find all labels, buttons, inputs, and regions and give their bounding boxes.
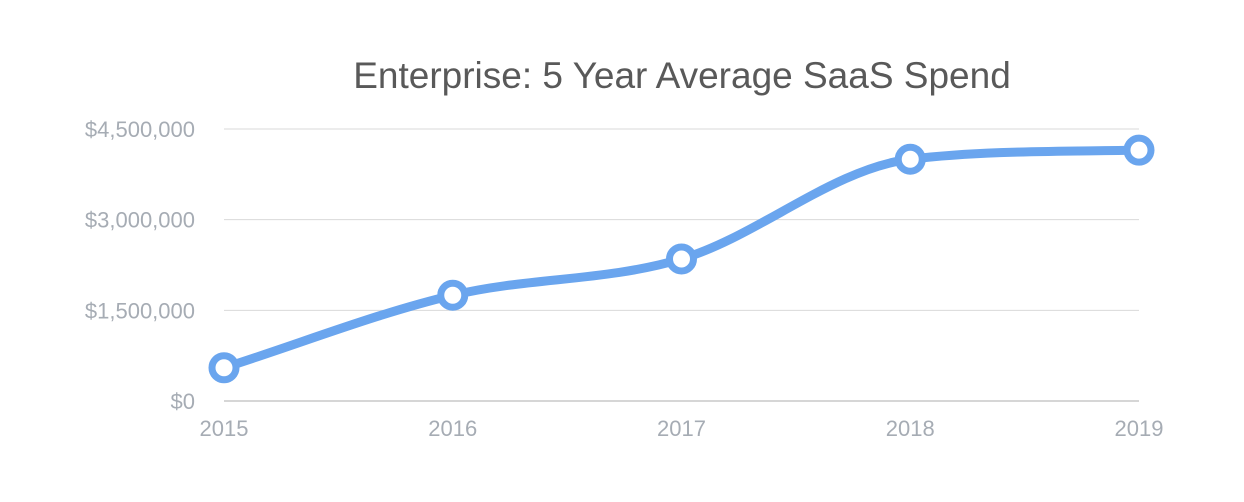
y-tick-label: $1,500,000 <box>85 298 195 323</box>
y-axis-ticks: $0 $1,500,000 $3,000,000 $4,500,000 <box>85 117 195 414</box>
y-tick-label: $4,500,000 <box>85 117 195 142</box>
data-point <box>1123 134 1155 166</box>
y-tick-label: $0 <box>171 389 195 414</box>
gridlines <box>224 128 1139 402</box>
data-point <box>894 143 926 175</box>
chart-title: Enterprise: 5 Year Average SaaS Spend <box>353 55 1011 96</box>
x-axis-ticks: 2015 2016 2017 2018 2019 <box>200 416 1164 441</box>
x-tick-label: 2017 <box>657 416 706 441</box>
y-tick-label: $3,000,000 <box>85 208 195 233</box>
data-point <box>208 352 240 384</box>
series-layer <box>208 134 1155 384</box>
x-tick-label: 2019 <box>1115 416 1164 441</box>
x-tick-label: 2016 <box>428 416 477 441</box>
x-tick-label: 2018 <box>886 416 935 441</box>
data-point <box>666 243 697 275</box>
data-point <box>437 279 469 311</box>
x-tick-label: 2015 <box>200 416 249 441</box>
